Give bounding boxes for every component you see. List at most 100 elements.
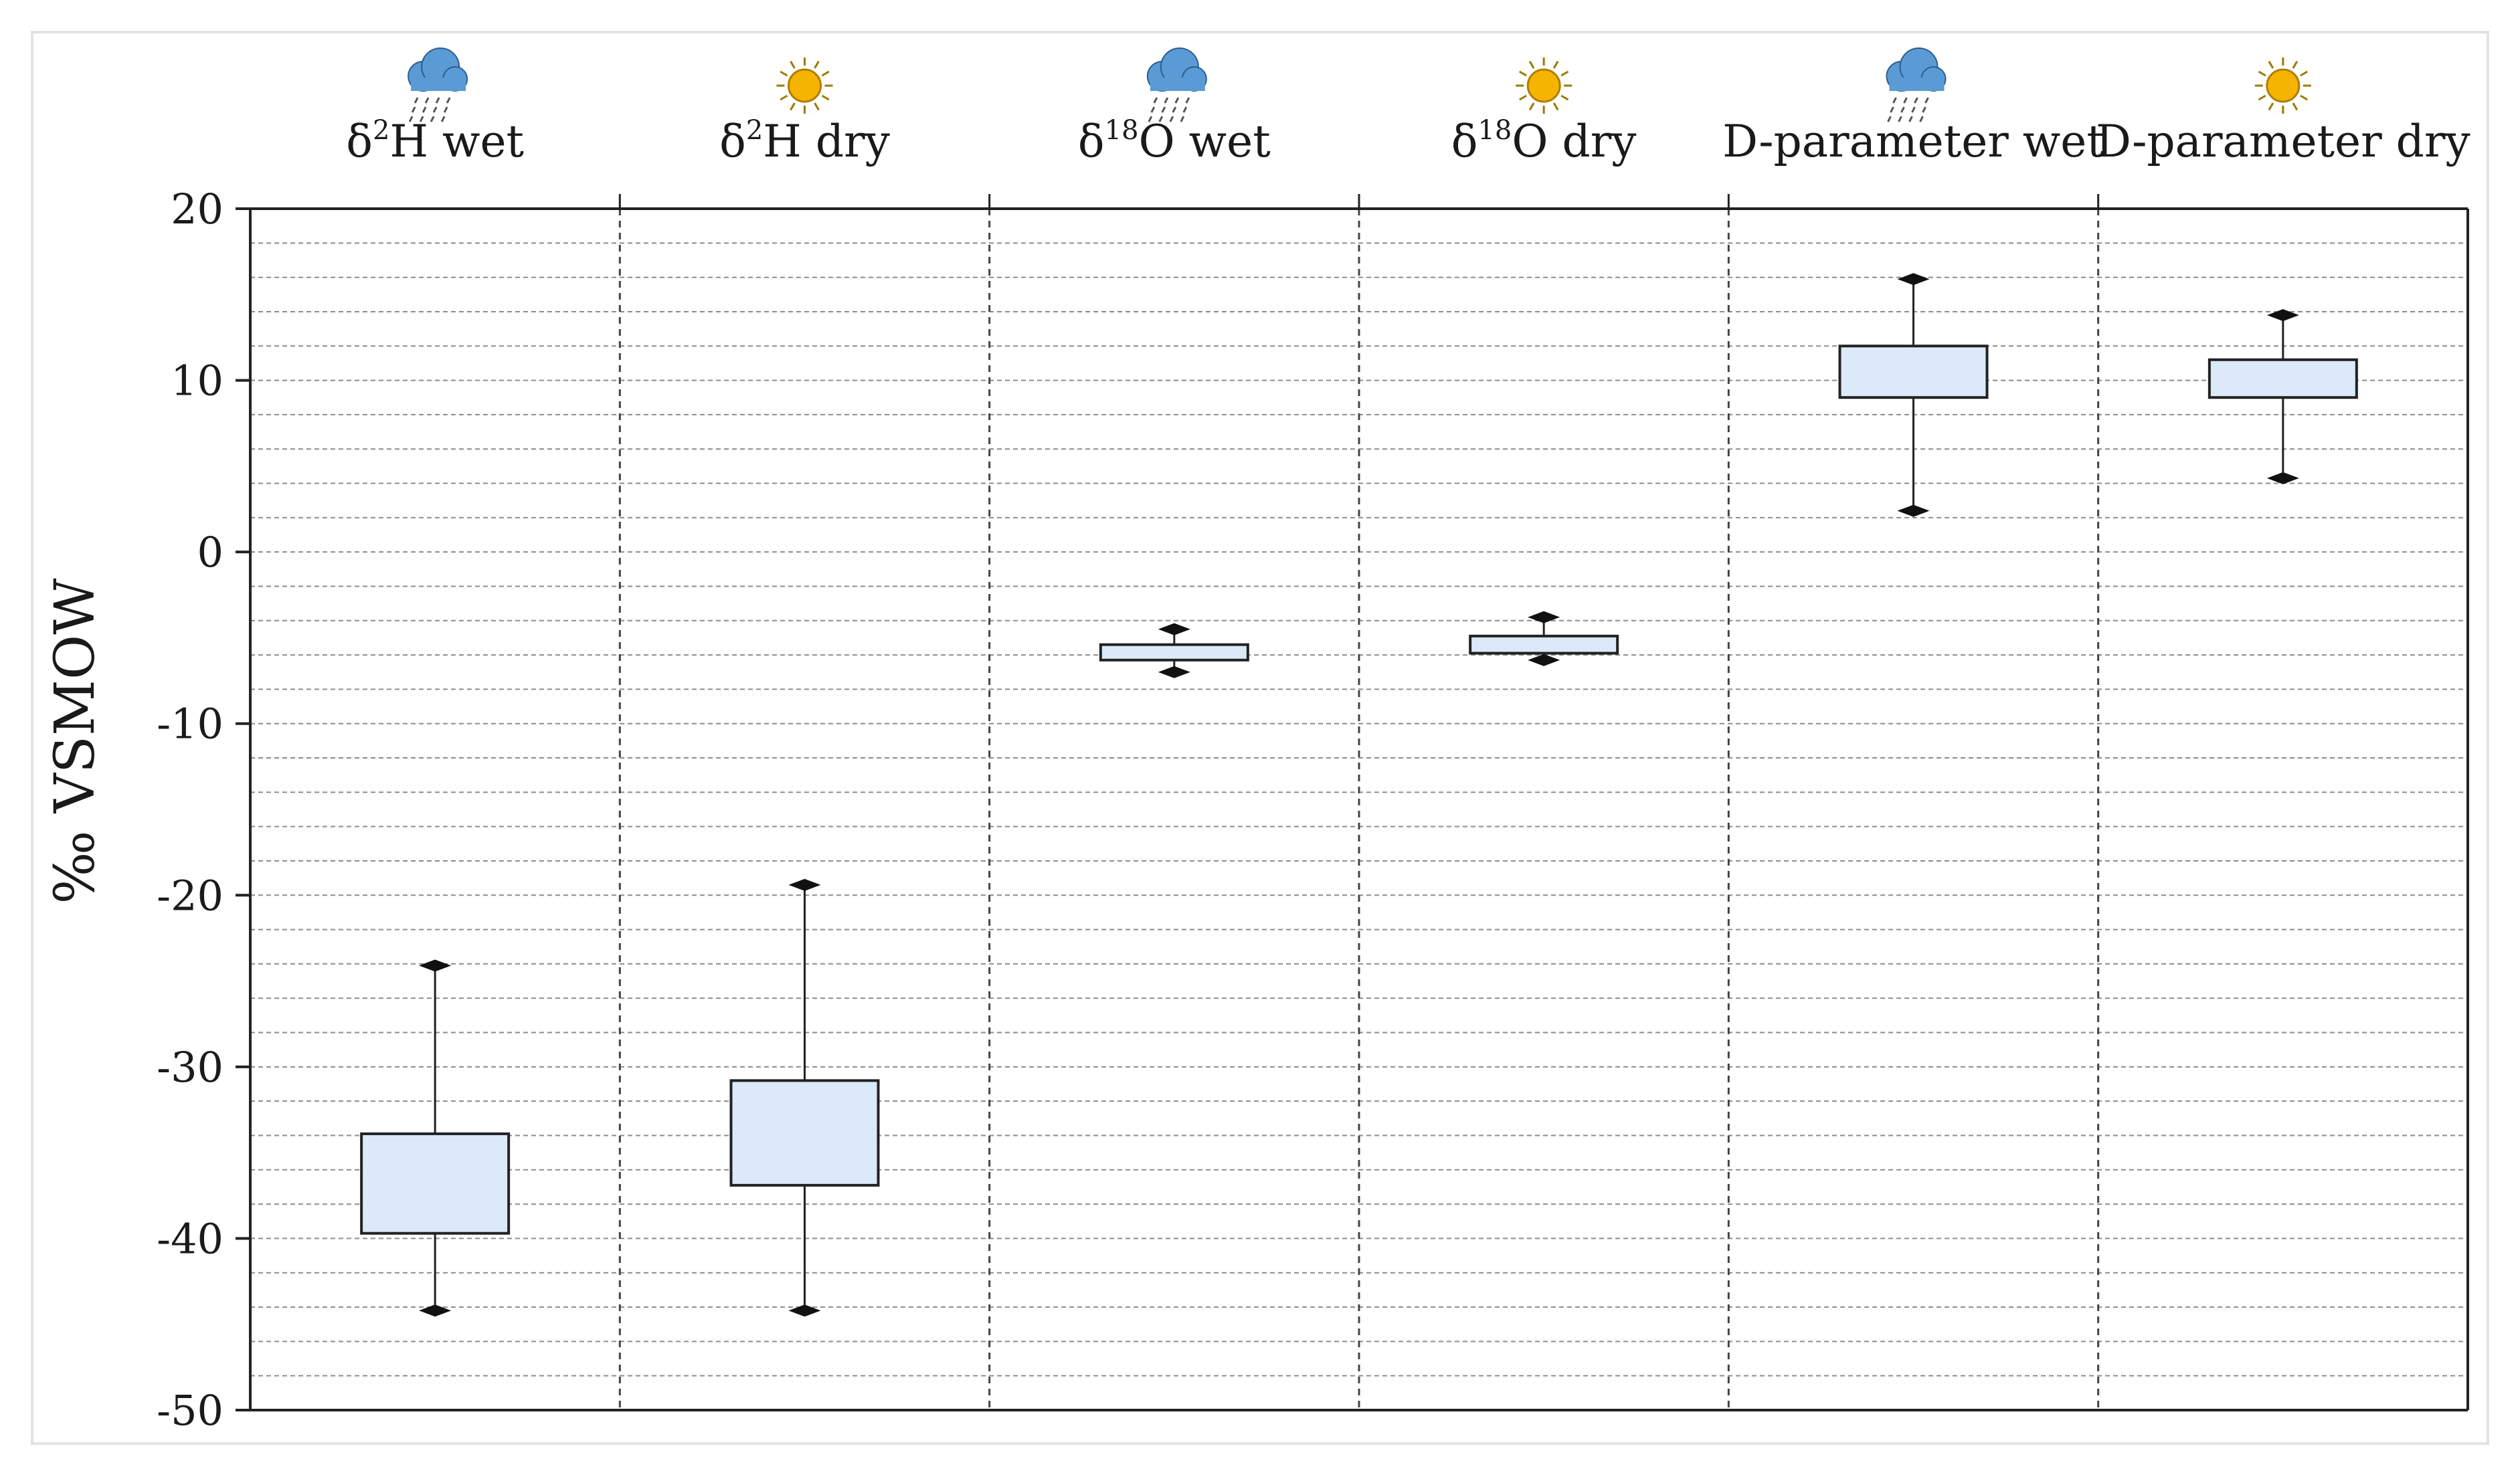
sun-ray	[2292, 102, 2299, 111]
whisker-cap-min	[788, 1304, 821, 1317]
category-label: D-parameter wet	[1722, 116, 2104, 167]
rain-drop	[1148, 116, 1153, 122]
whisker-cap-max	[1897, 273, 1930, 286]
rain-drop	[432, 106, 438, 113]
rain-drop	[1898, 116, 1902, 122]
rain-drop	[1161, 106, 1166, 113]
rain-drop	[1150, 106, 1156, 113]
rain-drop	[408, 116, 414, 122]
box-group	[360, 959, 511, 1317]
rain-drop	[430, 116, 435, 122]
rain-cloud-icon	[408, 47, 468, 122]
box-group	[729, 878, 880, 1317]
category-label: δ2H wet	[346, 115, 524, 167]
cloud-base	[1889, 78, 1945, 91]
category-label: δ18O dry	[1451, 115, 1637, 167]
box-layer	[360, 273, 2358, 1317]
category-label-pre: δ	[1078, 116, 1105, 167]
sun-ray	[2268, 60, 2274, 69]
category-label-post: H dry	[763, 116, 890, 167]
sun-ray	[2292, 60, 2299, 69]
category-label-post: O dry	[1512, 116, 1637, 167]
rain-drop	[1890, 106, 1894, 113]
box-iqr	[1099, 643, 1249, 662]
sun-ray	[790, 60, 796, 69]
category-label-sup: 18	[1105, 115, 1139, 146]
box-iqr	[729, 1079, 880, 1187]
y-tick-label: -50	[157, 1386, 223, 1435]
category-label-post: H wet	[389, 116, 524, 167]
rain-cloud-icon	[1146, 47, 1207, 122]
sun-ray	[821, 70, 830, 77]
box-iqr	[1838, 344, 1989, 399]
y-axis-label: ‰ VSMOW	[43, 578, 107, 904]
rain-drop	[1185, 97, 1190, 104]
rain-drop	[446, 97, 451, 104]
axis-layer: 20 10 0 -10 -20 -30 -40 -50	[157, 185, 2469, 1435]
rain-drop	[1908, 116, 1913, 122]
whisker-cap-min	[1897, 504, 1930, 517]
sun-ray	[814, 102, 820, 111]
sun-ray	[1519, 94, 1527, 101]
whisker-cap-max	[1528, 611, 1560, 623]
category-label-pre: δ	[719, 116, 746, 167]
rain-drop	[1153, 97, 1158, 104]
sun-ray	[1552, 60, 1559, 69]
box-group	[2208, 309, 2358, 484]
cloud-base	[1150, 78, 1205, 91]
rain-drop	[1174, 97, 1180, 104]
y-tick-label: 0	[197, 528, 223, 577]
y-tick-label: 10	[171, 357, 223, 405]
label-layer: δ2H wet δ2H dry δ18O wet δ18O dry D-paramete…	[346, 47, 2470, 167]
sun-ray	[1552, 102, 1559, 111]
sun-ray	[780, 70, 788, 77]
category-label: D-parameter dry	[2096, 116, 2470, 167]
box-group	[1838, 273, 1989, 517]
sun-ray	[814, 60, 820, 69]
y-tick-label: -30	[157, 1043, 223, 1092]
sun-disc	[788, 68, 822, 103]
sun-ray	[2300, 70, 2308, 77]
rain-drop	[1164, 97, 1169, 104]
box-group	[1469, 611, 1619, 666]
rain-cloud-icon	[1886, 47, 1947, 122]
category-label-pre: δ	[1451, 116, 1478, 167]
rain-drop	[1900, 106, 1905, 113]
category-label-pre: D-parameter dry	[2096, 116, 2470, 167]
rain-drop	[424, 97, 430, 104]
whisker-cap-min	[419, 1304, 452, 1317]
rain-drop	[1180, 116, 1185, 122]
category-label-pre: D-parameter wet	[1722, 116, 2104, 167]
sun-ray	[2258, 94, 2266, 101]
y-tick-label: 20	[171, 185, 223, 233]
sun-ray	[1560, 94, 1569, 101]
sun-icon	[2254, 58, 2311, 114]
rain-drop	[1914, 97, 1918, 104]
rain-drop	[422, 106, 427, 113]
box-iqr	[2208, 358, 2358, 399]
rain-drop	[443, 106, 448, 113]
rain-drop	[419, 116, 424, 122]
box-iqr	[360, 1132, 511, 1235]
whisker-cap-max	[419, 959, 452, 972]
rain-drop	[435, 97, 440, 104]
rain-drop	[1924, 97, 1929, 104]
sun-ray	[1528, 102, 1535, 111]
category-label-pre: δ	[346, 116, 373, 167]
rain-drop	[1903, 97, 1908, 104]
rain-drop	[1911, 106, 1916, 113]
y-tick-label: -40	[157, 1214, 223, 1263]
rain-drop	[1158, 116, 1164, 122]
sun-ray	[780, 94, 788, 101]
outer-frame	[31, 31, 2489, 1445]
grid-layer	[250, 209, 2468, 1410]
sun-ray	[1519, 70, 1527, 77]
rain-drop	[1919, 116, 1924, 122]
whisker-cap-max	[2266, 309, 2299, 322]
sun-icon	[776, 58, 833, 114]
rain-drop	[1172, 106, 1177, 113]
rain-drop	[1182, 106, 1188, 113]
category-label-sup: 2	[746, 115, 763, 146]
category-label: δ2H dry	[719, 115, 891, 167]
